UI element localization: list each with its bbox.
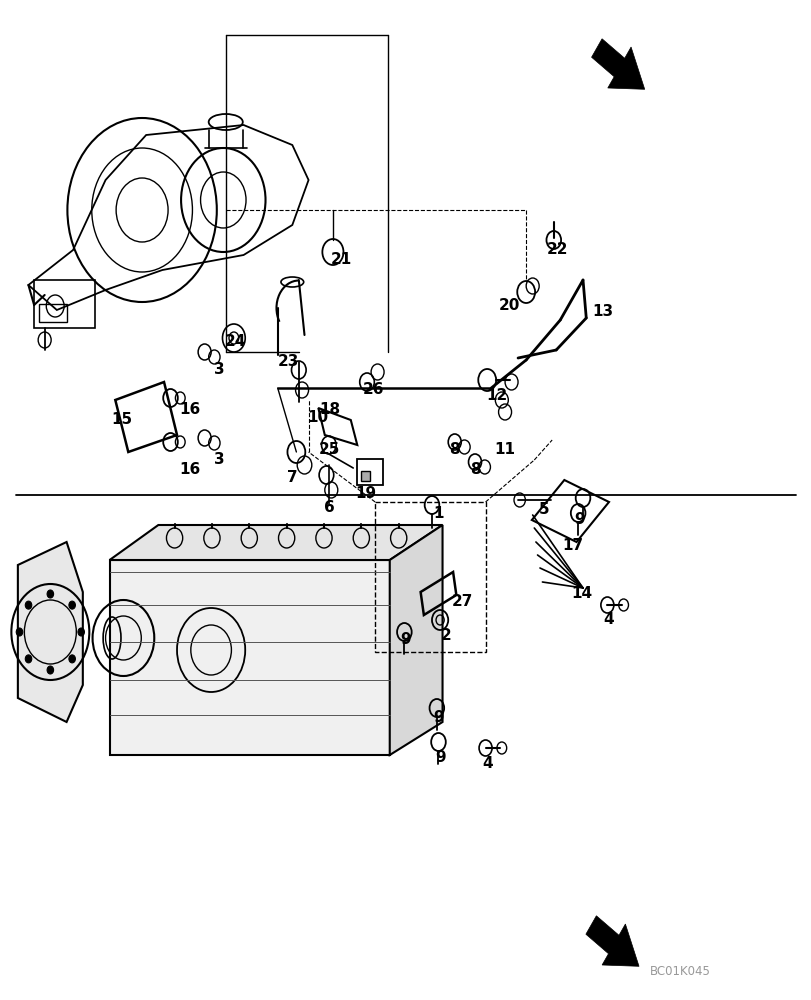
Text: 27: 27 bbox=[452, 594, 473, 609]
Text: 13: 13 bbox=[591, 304, 612, 320]
Bar bbox=[357, 459, 383, 485]
Text: 16: 16 bbox=[179, 462, 200, 478]
Text: 17: 17 bbox=[562, 538, 583, 552]
Text: 23: 23 bbox=[277, 355, 298, 369]
Circle shape bbox=[69, 655, 75, 663]
Text: 6: 6 bbox=[324, 500, 335, 516]
Polygon shape bbox=[109, 525, 442, 560]
Bar bbox=[360, 471, 370, 481]
Text: 5: 5 bbox=[538, 502, 549, 518]
Text: 10: 10 bbox=[307, 410, 328, 426]
Circle shape bbox=[78, 628, 84, 636]
Circle shape bbox=[47, 666, 54, 674]
Text: 4: 4 bbox=[481, 756, 492, 770]
Text: 11: 11 bbox=[494, 442, 515, 458]
Text: 18: 18 bbox=[319, 402, 340, 418]
Text: 3: 3 bbox=[213, 452, 225, 468]
Polygon shape bbox=[109, 560, 389, 755]
Circle shape bbox=[25, 601, 32, 609]
Text: 8: 8 bbox=[448, 442, 460, 458]
Text: 2: 2 bbox=[440, 628, 452, 643]
Text: 1: 1 bbox=[433, 506, 443, 522]
Text: 21: 21 bbox=[330, 252, 351, 267]
Circle shape bbox=[47, 590, 54, 598]
Polygon shape bbox=[18, 542, 83, 722]
Text: 22: 22 bbox=[546, 242, 567, 257]
Text: 9: 9 bbox=[432, 710, 444, 726]
Text: 8: 8 bbox=[470, 462, 481, 478]
Text: 19: 19 bbox=[354, 487, 375, 502]
Text: 26: 26 bbox=[363, 382, 384, 397]
Text: 9: 9 bbox=[434, 750, 445, 766]
Text: 3: 3 bbox=[213, 362, 225, 377]
Text: 25: 25 bbox=[319, 442, 340, 458]
Text: 24: 24 bbox=[225, 334, 246, 350]
Polygon shape bbox=[591, 39, 644, 89]
Text: 20: 20 bbox=[499, 298, 520, 312]
Text: 16: 16 bbox=[179, 402, 200, 418]
Text: 12: 12 bbox=[486, 387, 507, 402]
Circle shape bbox=[25, 655, 32, 663]
Polygon shape bbox=[586, 916, 638, 966]
Bar bbox=[39, 304, 67, 322]
Text: 7: 7 bbox=[286, 471, 298, 486]
Circle shape bbox=[69, 601, 75, 609]
Polygon shape bbox=[389, 525, 442, 755]
Text: 9: 9 bbox=[400, 633, 411, 648]
Circle shape bbox=[16, 628, 23, 636]
Bar bbox=[34, 280, 95, 328]
Text: 14: 14 bbox=[570, 586, 591, 601]
Text: BC01K045: BC01K045 bbox=[649, 965, 710, 978]
Text: 4: 4 bbox=[603, 612, 614, 628]
Text: 15: 15 bbox=[111, 412, 132, 428]
Text: 9: 9 bbox=[573, 512, 585, 528]
